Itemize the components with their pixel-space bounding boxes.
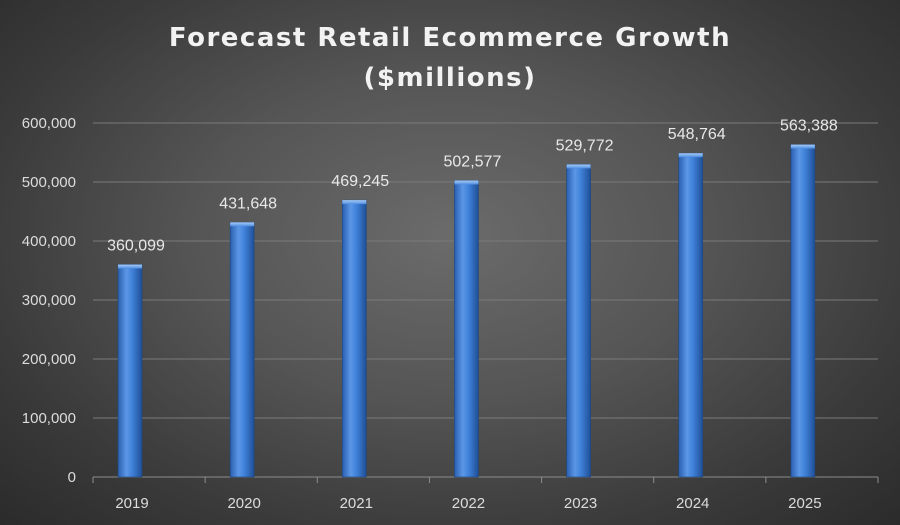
bar bbox=[117, 264, 143, 478]
bar-cap bbox=[454, 180, 479, 185]
gridlines bbox=[92, 122, 879, 483]
bar bbox=[566, 164, 591, 478]
data-label: 469,245 bbox=[331, 173, 389, 190]
data-label: 431,648 bbox=[219, 195, 277, 212]
bar bbox=[454, 180, 479, 478]
data-label: 529,772 bbox=[556, 137, 614, 154]
bar bbox=[229, 222, 255, 478]
y-tick-label: 100,000 bbox=[22, 410, 76, 427]
x-tick-label: 2023 bbox=[564, 495, 597, 512]
bar bbox=[790, 144, 816, 478]
bar-2023 bbox=[566, 164, 591, 478]
data-label: 548,764 bbox=[668, 126, 726, 143]
x-tick-label: 2022 bbox=[452, 495, 485, 512]
bar-cap bbox=[790, 144, 815, 149]
chart-title-line: Forecast Retail Ecommerce Growth bbox=[168, 23, 732, 53]
bar-2022 bbox=[454, 180, 479, 478]
y-tick-label: 300,000 bbox=[22, 292, 76, 309]
chart-subtitle-line: ($millions) bbox=[363, 63, 537, 93]
bar bbox=[678, 152, 704, 478]
bar-2025 bbox=[790, 144, 816, 478]
y-tick-label: 400,000 bbox=[22, 233, 76, 250]
x-tick-label: 2024 bbox=[676, 495, 709, 512]
bar-cap bbox=[342, 200, 367, 205]
x-tick-label: 2025 bbox=[788, 495, 821, 512]
chart-title: Forecast Retail Ecommerce Growth ($milli… bbox=[0, 18, 900, 98]
y-axis-ticks: 0 100,000 200,000 300,000 400,000 500,000 600,… bbox=[22, 115, 76, 486]
bars bbox=[117, 144, 816, 478]
x-tick-label: 2020 bbox=[227, 495, 260, 512]
y-tick-label: 0 bbox=[68, 469, 76, 486]
bar-2019 bbox=[117, 264, 143, 478]
y-tick-label: 200,000 bbox=[22, 351, 76, 368]
x-tick-label: 2021 bbox=[340, 495, 373, 512]
bar-2021 bbox=[341, 199, 367, 478]
y-tick-label: 600,000 bbox=[22, 115, 76, 132]
bar-2020 bbox=[229, 222, 255, 478]
data-labels: 360,099 431,648 469,245 502,577 529,772 548,7… bbox=[107, 118, 838, 255]
data-label: 502,577 bbox=[444, 153, 502, 170]
bar-cap bbox=[118, 264, 143, 269]
x-axis-ticks: 2019 2020 2021 2022 2023 2024 2025 bbox=[115, 495, 821, 512]
bar-cap bbox=[678, 153, 703, 158]
bar-cap bbox=[230, 222, 255, 227]
data-label: 360,099 bbox=[107, 238, 165, 255]
bar-cap bbox=[566, 164, 591, 169]
x-tick-label: 2019 bbox=[115, 495, 148, 512]
bar bbox=[341, 199, 367, 478]
bar-2024 bbox=[678, 152, 704, 478]
data-label: 563,388 bbox=[780, 118, 838, 135]
y-tick-label: 500,000 bbox=[22, 174, 76, 191]
